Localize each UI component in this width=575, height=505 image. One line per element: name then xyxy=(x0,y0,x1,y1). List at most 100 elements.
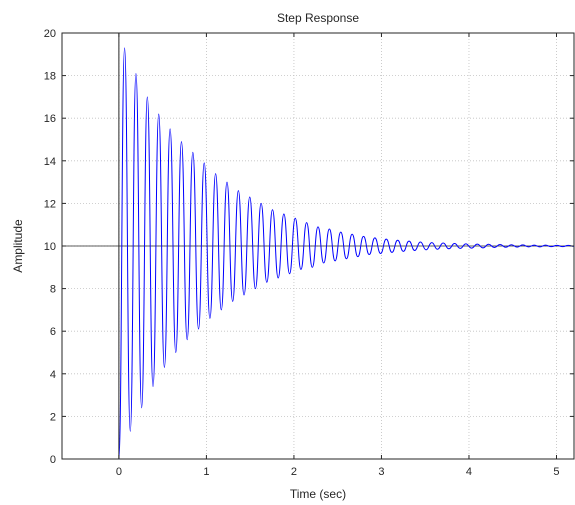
y-tick-label: 0 xyxy=(50,454,56,466)
data-point xyxy=(522,244,523,245)
data-point xyxy=(511,244,512,245)
data-point xyxy=(488,244,489,245)
data-point xyxy=(243,294,244,295)
data-point xyxy=(517,246,518,247)
x-tick-label: 1 xyxy=(203,466,209,478)
data-point xyxy=(448,248,449,249)
x-tick-label: 4 xyxy=(466,466,472,478)
y-tick-label: 14 xyxy=(44,156,56,168)
data-point xyxy=(215,173,216,174)
data-point xyxy=(471,248,472,249)
data-point xyxy=(357,256,358,257)
data-point xyxy=(499,244,500,245)
data-point xyxy=(261,203,262,204)
data-point xyxy=(528,246,529,247)
x-tick-label: 5 xyxy=(553,466,559,478)
data-point xyxy=(437,249,438,250)
y-tick-label: 6 xyxy=(50,326,56,338)
data-point xyxy=(545,245,546,246)
series-layer xyxy=(118,47,575,460)
data-point xyxy=(141,407,142,408)
y-tick-label: 12 xyxy=(44,198,56,210)
chart-title: Step Response xyxy=(277,11,359,25)
data-point xyxy=(317,226,318,227)
y-axis-label: Amplitude xyxy=(11,219,25,273)
data-point xyxy=(323,262,324,263)
data-point xyxy=(209,318,210,319)
series-line xyxy=(118,47,575,460)
data-point xyxy=(562,246,563,247)
data-point xyxy=(226,182,227,183)
data-point xyxy=(397,240,398,241)
x-tick-label: 3 xyxy=(378,466,384,478)
data-point xyxy=(534,245,535,246)
x-axis-label: Time (sec) xyxy=(290,487,346,501)
x-tick-label: 2 xyxy=(291,466,297,478)
data-point xyxy=(278,277,279,278)
data-point xyxy=(306,222,307,223)
data-point xyxy=(505,247,506,248)
data-point xyxy=(238,190,239,191)
data-point xyxy=(568,245,569,246)
data-point xyxy=(329,228,330,229)
data-point xyxy=(181,141,182,142)
data-point xyxy=(414,250,415,251)
data-point xyxy=(312,267,313,268)
data-point xyxy=(130,431,131,432)
data-point xyxy=(454,243,455,244)
data-point xyxy=(204,162,205,163)
data-point xyxy=(408,241,409,242)
y-tick-label: 8 xyxy=(50,284,56,296)
data-point xyxy=(164,367,165,368)
data-point xyxy=(249,196,250,197)
data-point xyxy=(283,213,284,214)
data-point xyxy=(169,128,170,129)
data-point xyxy=(380,253,381,254)
data-point xyxy=(482,247,483,248)
data-point xyxy=(334,260,335,261)
data-point xyxy=(221,309,222,310)
data-point xyxy=(391,252,392,253)
data-point xyxy=(192,152,193,153)
y-tick-label: 2 xyxy=(50,411,56,423)
data-point xyxy=(403,251,404,252)
data-point xyxy=(147,96,148,97)
data-point xyxy=(232,301,233,302)
data-point xyxy=(135,73,136,74)
data-point xyxy=(494,247,495,248)
y-tick-label: 18 xyxy=(44,71,56,83)
data-point xyxy=(551,246,552,247)
y-tick-label: 20 xyxy=(44,28,56,40)
data-point xyxy=(556,245,557,246)
x-ticks: 0 1 2 3 4 5 xyxy=(116,33,560,478)
data-point xyxy=(255,288,256,289)
data-point xyxy=(346,258,347,259)
data-point xyxy=(266,282,267,283)
data-point xyxy=(465,243,466,244)
data-point xyxy=(124,47,125,48)
x-tick-label: 0 xyxy=(116,466,122,478)
data-point xyxy=(300,269,301,270)
y-ticks: 0 2 4 6 8 10 12 14 16 18 20 xyxy=(44,28,574,466)
data-point xyxy=(386,239,387,240)
data-point xyxy=(158,113,159,114)
data-point xyxy=(431,242,432,243)
data-point xyxy=(420,241,421,242)
data-point xyxy=(340,232,341,233)
data-point xyxy=(352,234,353,235)
data-point xyxy=(198,328,199,329)
data-point xyxy=(374,237,375,238)
data-point xyxy=(425,249,426,250)
data-point xyxy=(460,248,461,249)
data-point xyxy=(443,242,444,243)
data-point xyxy=(272,209,273,210)
y-tick-label: 10 xyxy=(44,241,56,253)
data-point xyxy=(539,246,540,247)
reference-lines xyxy=(62,33,574,459)
data-point xyxy=(477,243,478,244)
data-point xyxy=(363,236,364,237)
y-tick-label: 4 xyxy=(50,369,56,381)
data-point xyxy=(187,339,188,340)
data-point xyxy=(152,386,153,387)
